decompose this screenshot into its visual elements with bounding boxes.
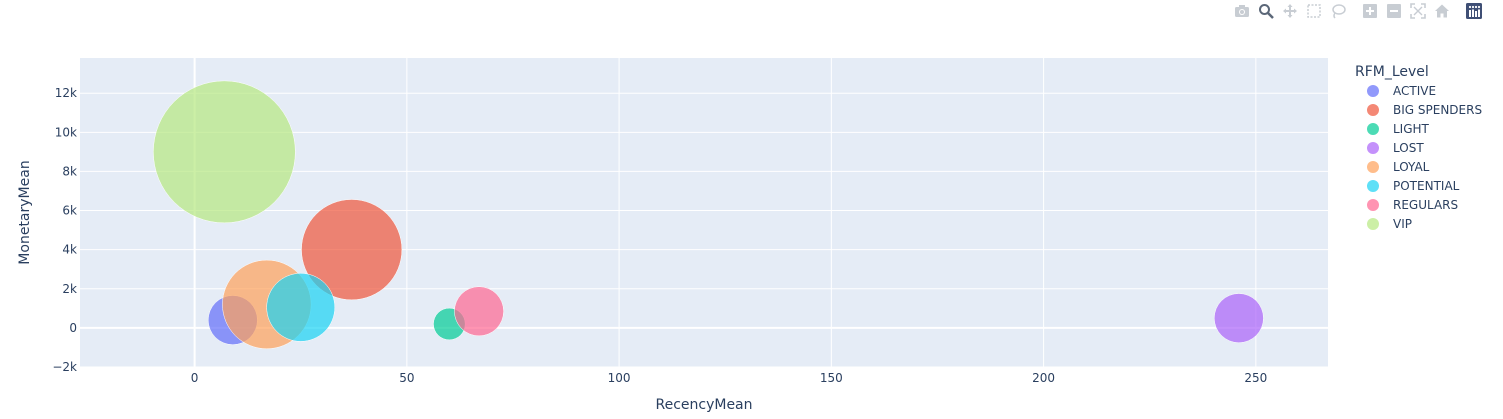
autoscale-icon[interactable] bbox=[1406, 0, 1430, 22]
y-tick-label: 4k bbox=[62, 243, 77, 257]
bubble-big-spenders bbox=[301, 199, 403, 301]
zoom-icon[interactable] bbox=[1254, 0, 1278, 22]
zoom-out-icon[interactable] bbox=[1382, 0, 1406, 22]
legend-label: POTENTIAL bbox=[1393, 179, 1460, 193]
x-axis-title: RecencyMean bbox=[655, 397, 752, 413]
bubbles bbox=[153, 80, 1264, 350]
legend-item[interactable]: LOYAL bbox=[1367, 160, 1430, 174]
y-tick-label: 8k bbox=[62, 164, 77, 178]
y-tick-label: −2k bbox=[52, 360, 77, 374]
legend-title: RFM_Level bbox=[1355, 64, 1429, 80]
legend-item[interactable]: ACTIVE bbox=[1367, 84, 1436, 98]
y-tick-label: 2k bbox=[62, 282, 77, 296]
legend-label: VIP bbox=[1393, 217, 1412, 231]
x-tick-label: 250 bbox=[1244, 371, 1267, 385]
legend-label: ACTIVE bbox=[1393, 84, 1436, 98]
legend-marker bbox=[1367, 123, 1379, 135]
camera-icon[interactable] bbox=[1230, 0, 1254, 22]
y-tick-label: 0 bbox=[69, 321, 77, 335]
bubble-lost bbox=[1214, 293, 1264, 343]
x-tick-label: 50 bbox=[399, 371, 414, 385]
y-tick-label: 12k bbox=[55, 86, 77, 100]
legend-marker bbox=[1367, 199, 1379, 211]
legend-marker bbox=[1367, 142, 1379, 154]
legend-label: REGULARS bbox=[1393, 198, 1458, 212]
bubble-regulars bbox=[454, 286, 504, 337]
legend-item[interactable]: REGULARS bbox=[1367, 198, 1458, 212]
y-tick-label: 10k bbox=[55, 125, 77, 139]
legend-marker bbox=[1367, 161, 1379, 173]
legend-item[interactable]: POTENTIAL bbox=[1367, 179, 1460, 193]
y-tick-label: 6k bbox=[62, 204, 77, 218]
x-tick-label: 100 bbox=[608, 371, 631, 385]
y-axis-title: MonetaryMean bbox=[17, 160, 33, 264]
lasso-select-icon[interactable] bbox=[1326, 0, 1350, 22]
legend-item[interactable]: VIP bbox=[1367, 217, 1412, 231]
legend-label: LIGHT bbox=[1393, 122, 1430, 136]
legend-item[interactable]: LIGHT bbox=[1367, 122, 1430, 136]
legend-label: LOYAL bbox=[1393, 160, 1430, 174]
legend-item[interactable]: LOST bbox=[1367, 141, 1424, 155]
legend-marker bbox=[1367, 180, 1379, 192]
bubble-potential bbox=[266, 273, 336, 342]
legend-label: BIG SPENDERS bbox=[1393, 103, 1482, 117]
x-tick-label: 200 bbox=[1032, 371, 1055, 385]
pan-icon[interactable] bbox=[1278, 0, 1302, 22]
legend-item[interactable]: BIG SPENDERS bbox=[1367, 103, 1482, 117]
zoom-in-icon[interactable] bbox=[1358, 0, 1382, 22]
plotly-logo-icon[interactable] bbox=[1462, 0, 1486, 22]
legend-marker bbox=[1367, 85, 1379, 97]
reset-axes-icon[interactable] bbox=[1430, 0, 1454, 22]
legend-marker bbox=[1367, 104, 1379, 116]
legend-marker bbox=[1367, 218, 1379, 230]
box-select-icon[interactable] bbox=[1302, 0, 1326, 22]
legend-label: LOST bbox=[1393, 141, 1424, 155]
modebar bbox=[1230, 0, 1486, 22]
x-tick-label: 0 bbox=[191, 371, 199, 385]
bubble-vip bbox=[153, 80, 296, 224]
x-tick-label: 150 bbox=[820, 371, 843, 385]
